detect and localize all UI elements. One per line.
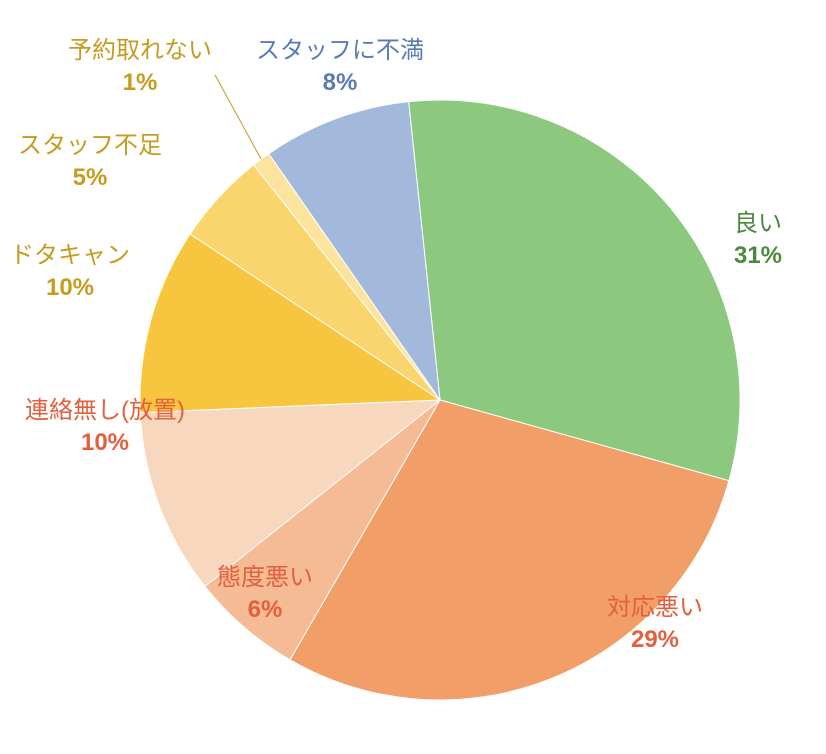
slice-label-name: スタッフ不足 — [18, 130, 162, 162]
slice-label-attitude: 態度悪い6% — [217, 562, 313, 627]
slice-label-name: スタッフに不満 — [256, 35, 424, 67]
slice-label-pct: 1% — [68, 67, 212, 99]
slice-label-pct: 10% — [25, 427, 185, 459]
slice-label-no_booking: 予約取れない1% — [68, 35, 212, 100]
pie-chart-container: 良い31%対応悪い29%態度悪い6%連絡無し(放置)10%ドタキャン10%スタッ… — [0, 0, 826, 754]
slice-label-pct: 29% — [607, 624, 703, 656]
slice-label-name: 良い — [734, 208, 782, 240]
slice-label-no_contact: 連絡無し(放置)10% — [25, 395, 185, 460]
slice-label-name: ドタキャン — [10, 240, 130, 272]
slice-label-bad_resp: 対応悪い29% — [607, 592, 703, 657]
slice-label-name: 態度悪い — [217, 562, 313, 594]
slice-label-dotakyan: ドタキャン10% — [10, 240, 130, 305]
slice-label-name: 予約取れない — [68, 35, 212, 67]
slice-label-pct: 8% — [256, 67, 424, 99]
slice-label-shortage: スタッフ不足5% — [18, 130, 162, 195]
slice-label-good: 良い31% — [734, 208, 782, 273]
leader-line — [215, 75, 261, 159]
slice-label-pct: 10% — [10, 272, 130, 304]
slice-label-staff_bad: スタッフに不満8% — [256, 35, 424, 100]
slice-label-pct: 6% — [217, 594, 313, 626]
slice-label-name: 連絡無し(放置) — [25, 395, 185, 427]
slice-label-name: 対応悪い — [607, 592, 703, 624]
slice-label-pct: 31% — [734, 240, 782, 272]
slice-label-pct: 5% — [18, 162, 162, 194]
